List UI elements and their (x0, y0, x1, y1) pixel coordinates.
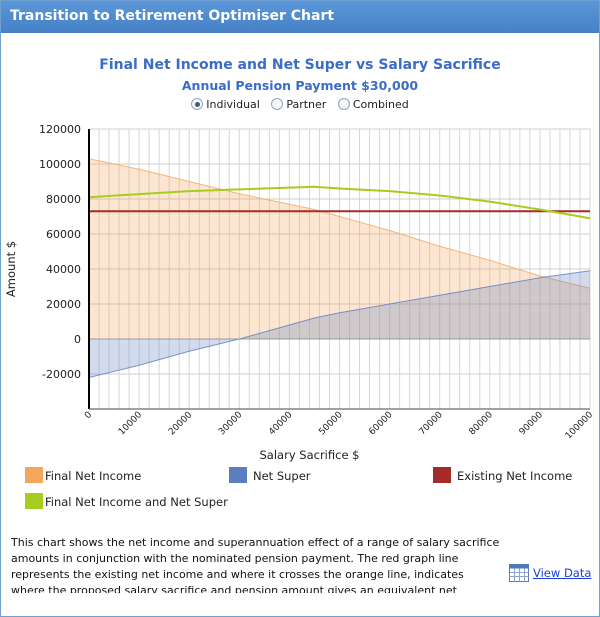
y-tick-label: 20000 (46, 298, 81, 311)
radio-selected-icon (191, 98, 204, 110)
x-tick-label: 80000 (468, 410, 496, 438)
radio-label: Partner (286, 98, 327, 111)
y-tick-label: 80000 (46, 193, 81, 206)
view-data-label[interactable]: View Data (533, 566, 592, 580)
x-tick-label: 40000 (267, 410, 295, 438)
radio-partner[interactable]: Partner (271, 98, 326, 111)
legend-label-existing-net-income: Existing Net Income (457, 469, 573, 483)
legend-swatch-existing-net-income (433, 467, 451, 483)
legend-label-net-super: Net Super (253, 469, 311, 483)
x-tick-label: 50000 (317, 410, 345, 438)
radio-unselected-icon (271, 98, 284, 110)
area-edge-final-net-income (88, 158, 591, 289)
x-tick-label: 10000 (117, 410, 145, 438)
radio-label: Combined (352, 98, 409, 111)
x-tick-label: 0 (83, 410, 94, 421)
y-tick-label: 100000 (39, 158, 81, 171)
radio-individual[interactable]: Individual (191, 98, 260, 111)
x-tick-label: 90000 (518, 410, 546, 438)
radio-combined[interactable]: Combined (337, 98, 409, 111)
y-tick-label: -20000 (42, 368, 81, 381)
area-net-super (89, 270, 590, 378)
view-data-link[interactable]: View Data (509, 564, 591, 582)
y-tick-label: 120000 (39, 123, 81, 136)
line-final-net-income-and-net-super (88, 185, 591, 220)
view-options: Individual Partner Combined (1, 98, 599, 111)
legend-label-total: Final Net Income and Net Super (45, 495, 228, 509)
radio-label: Individual (206, 98, 260, 111)
window-title: Transition to Retirement Optimiser Chart (10, 8, 335, 24)
x-tick-label: 60000 (367, 410, 395, 438)
area-final-net-income (89, 158, 590, 339)
legend-swatch-total (25, 493, 43, 509)
y-tick-label: 0 (74, 333, 81, 346)
window-titlebar: Transition to Retirement Optimiser Chart (1, 1, 599, 33)
x-tick-label: 100000 (564, 410, 596, 442)
y-axis-title: Amount $ (4, 241, 18, 297)
legend-swatch-final-net-income (25, 467, 43, 483)
x-tick-label: 70000 (417, 410, 445, 438)
radio-unselected-icon (337, 98, 350, 110)
calendar-table-icon (509, 564, 529, 582)
y-tick-label: 40000 (46, 263, 81, 276)
chart-description: This chart shows the net income and supe… (11, 536, 500, 593)
x-tick-label: 30000 (217, 410, 245, 438)
x-tick-label: 20000 (167, 410, 195, 438)
y-tick-label: 60000 (46, 228, 81, 241)
chart-area: 120000 100000 80000 60000 40000 20000 0 -20000 0… (4, 123, 596, 462)
x-axis-title: Salary Sacrifice $ (260, 448, 360, 462)
legend-label-final-net-income: Final Net Income (45, 469, 142, 483)
legend-swatch-net-super (229, 467, 247, 483)
chart-subtitle: Annual Pension Payment $30,000 (181, 78, 419, 93)
area-edge-net-super (88, 270, 591, 378)
chart-title: Final Net Income and Net Super vs Salary… (99, 57, 501, 73)
